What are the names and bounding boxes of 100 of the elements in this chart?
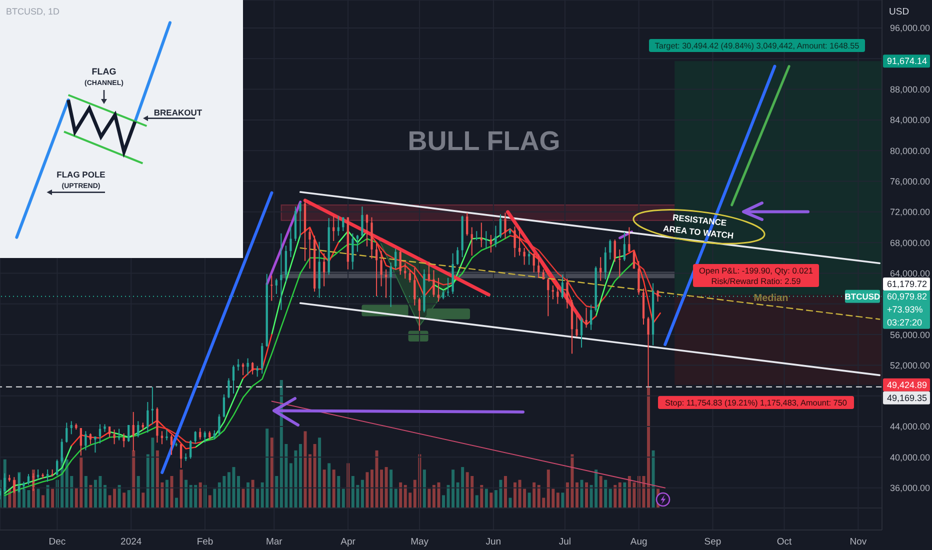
bar xyxy=(313,444,316,508)
annotation: FLAG xyxy=(92,66,116,76)
bar xyxy=(142,492,145,508)
bar xyxy=(442,495,445,508)
bar xyxy=(0,480,2,508)
bar xyxy=(480,484,484,508)
bar xyxy=(514,482,517,508)
bar xyxy=(614,484,617,508)
candlestick xyxy=(56,458,58,476)
text: 49,424.89 xyxy=(887,380,928,390)
candlestick xyxy=(494,225,497,248)
bar xyxy=(422,470,426,508)
bar xyxy=(428,488,431,508)
bar xyxy=(604,480,608,508)
bar xyxy=(89,484,92,508)
candlestick xyxy=(523,247,526,266)
candlestick xyxy=(246,358,249,376)
candlestick xyxy=(89,432,92,445)
candlestick xyxy=(552,285,554,300)
bar xyxy=(647,388,650,508)
candlestick xyxy=(66,422,68,444)
candlestick xyxy=(518,226,521,256)
bar xyxy=(561,492,564,508)
candlestick xyxy=(160,430,164,445)
candlestick xyxy=(146,402,149,434)
candlestick xyxy=(632,250,636,270)
candlestick xyxy=(98,424,102,444)
candlestick xyxy=(394,248,397,270)
bar xyxy=(122,492,126,508)
bar xyxy=(528,492,531,508)
candlestick xyxy=(352,232,354,270)
bar xyxy=(251,480,254,508)
candlestick xyxy=(638,260,640,296)
annotation: Target: 30,494.42 (49.84%) 3,049,442, Amount: 1648.55 xyxy=(654,41,860,50)
x-tick-label: Dec xyxy=(48,536,66,548)
x-tick-label: Sep xyxy=(704,536,722,548)
bar xyxy=(36,488,40,508)
bar xyxy=(384,467,388,508)
bar xyxy=(580,480,584,508)
candlestick xyxy=(580,317,583,348)
bar xyxy=(308,454,312,508)
candlestick xyxy=(213,430,216,440)
bar xyxy=(242,488,245,508)
annotation: BREAKOUT xyxy=(154,108,203,118)
bar xyxy=(575,482,578,508)
x-tick-label: Oct xyxy=(776,536,792,548)
text: 91,674.14 xyxy=(887,56,928,66)
annotation: RESISTANCE AREA TO WATCH xyxy=(662,212,734,241)
bar xyxy=(246,482,250,508)
y-tick-label: 88,000.00 xyxy=(890,84,930,94)
x-tick-label: 2024 xyxy=(120,536,142,548)
candlestick xyxy=(647,316,650,388)
bar xyxy=(337,476,340,508)
candlestick xyxy=(408,270,411,283)
candlestick xyxy=(399,250,402,276)
candlestick xyxy=(614,239,616,262)
bar xyxy=(370,470,374,508)
bar xyxy=(275,476,278,508)
annotation: BTCUSD xyxy=(844,291,880,302)
candlestick xyxy=(46,468,49,482)
candlestick xyxy=(490,234,492,254)
candlestick xyxy=(108,426,111,438)
candlestick xyxy=(222,394,226,418)
candlestick xyxy=(576,314,578,338)
bar xyxy=(490,492,493,508)
candlestick xyxy=(656,290,659,302)
bar xyxy=(170,476,174,508)
bar xyxy=(585,482,588,508)
candlestick xyxy=(380,250,382,287)
bar xyxy=(652,450,655,508)
candlestick xyxy=(290,226,292,258)
text: BTCUSD, 1D xyxy=(6,6,60,16)
x-tick-label: May xyxy=(410,536,429,548)
annotation: Open P&L: -199.90, Qty: 0.021 Risk/Reward Ratio: 2.59 xyxy=(699,265,814,286)
candlestick xyxy=(70,420,72,435)
candlestick xyxy=(166,429,168,441)
bar xyxy=(332,470,336,508)
bar xyxy=(104,484,107,508)
candlestick xyxy=(556,286,559,304)
candlestick xyxy=(284,245,288,282)
bar xyxy=(394,488,398,508)
bar xyxy=(165,480,168,508)
text: 03:27:20 xyxy=(887,317,922,328)
bar xyxy=(599,476,602,508)
candlestick xyxy=(547,277,550,317)
candlestick xyxy=(514,226,516,258)
bar xyxy=(180,470,183,508)
y-tick-label: 96,000.00 xyxy=(890,23,930,34)
candlestick xyxy=(532,252,535,273)
candlestick xyxy=(604,246,606,280)
bar xyxy=(399,482,402,508)
candlestick xyxy=(375,242,378,297)
bar xyxy=(484,488,488,508)
bar xyxy=(390,470,393,508)
candlestick xyxy=(437,277,440,302)
candlestick xyxy=(361,206,364,237)
bar xyxy=(504,476,507,508)
candlestick xyxy=(190,440,192,460)
bar xyxy=(42,495,45,508)
bar xyxy=(136,476,140,508)
